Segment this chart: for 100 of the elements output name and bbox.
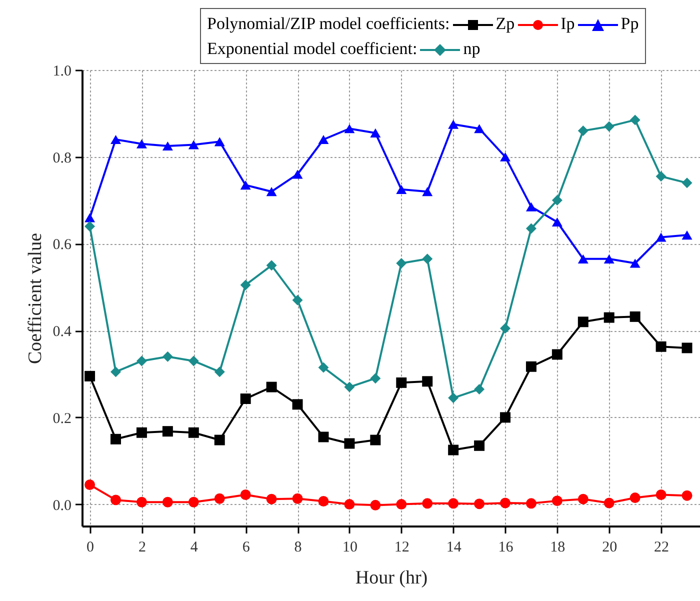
point [552,217,562,227]
point [682,230,692,240]
point [656,490,666,500]
point [500,412,510,423]
point [552,496,562,506]
point [292,294,303,306]
point [84,480,96,490]
x-tick-label: 2 [138,540,146,556]
point [448,392,459,404]
y-tick-label: 0.6 [52,237,72,254]
point [448,498,459,509]
x-axis-title: Hour (hr) [355,568,428,588]
point [370,500,381,510]
point [578,494,588,504]
point [214,366,225,378]
point [240,394,251,404]
point [214,434,225,446]
y-axis-title: Coefficient value [24,232,46,364]
point [136,139,147,148]
x-tick-label: 20 [602,540,618,556]
point [578,126,588,136]
point [396,377,407,388]
point [266,494,277,504]
point [266,187,277,196]
point [318,496,329,506]
point [162,141,173,151]
point [162,351,173,362]
point [500,323,510,334]
point [682,490,692,501]
point [370,373,381,384]
point [370,128,381,138]
point [240,490,251,500]
point [110,134,121,144]
point [422,187,433,196]
point [370,434,381,446]
point [630,311,640,322]
point [240,180,251,190]
point [344,499,355,510]
point [396,499,407,510]
x-tick-label: 12 [394,540,410,556]
point [188,496,199,508]
point [578,316,588,328]
x-tick-label: 8 [294,540,302,556]
point [318,432,329,442]
point [214,137,225,146]
point [162,426,173,437]
x-tick-label: 14 [446,540,462,556]
x-tick-label: 16 [498,540,514,556]
point [500,498,510,508]
point [110,434,121,444]
point [344,438,355,449]
x-tick-label: 4 [190,540,198,556]
text: Exponential model coefficient: [207,39,418,58]
point [604,498,614,508]
point [188,140,199,150]
text: Polynomial/ZIP model coefficients: [207,14,450,33]
point [422,376,433,387]
point [526,361,536,372]
point [526,202,536,212]
point [656,171,666,182]
point [292,170,303,179]
point [292,493,303,504]
point [656,341,666,352]
x-tick-label: 0 [86,540,94,556]
point [682,178,692,188]
point [84,370,96,382]
point [188,356,199,366]
point [162,496,173,508]
point [474,384,485,394]
point [214,493,225,504]
point [266,382,277,392]
legend-label: Zp [496,14,515,33]
point [604,121,614,132]
point [474,440,485,451]
point [604,312,614,323]
x-tick-label: 6 [242,540,250,556]
x-tick-label: 18 [550,540,566,556]
point [84,221,96,232]
point [396,184,407,194]
point [630,492,640,504]
point [136,427,147,438]
point [552,349,562,360]
point [84,213,96,222]
point [240,280,251,290]
point [578,254,588,264]
point [630,258,640,268]
point [526,498,536,509]
x-tick-label: 22 [654,540,670,556]
point [448,444,459,456]
point [318,362,329,373]
point [396,258,407,268]
y-tick-label: 0.4 [52,324,72,340]
point [110,366,121,378]
legend-label: np [463,39,480,58]
point [552,195,562,206]
point [188,427,199,438]
point [474,124,485,134]
point [682,342,692,354]
y-tick-label: 1.0 [52,64,72,80]
point [318,134,329,144]
